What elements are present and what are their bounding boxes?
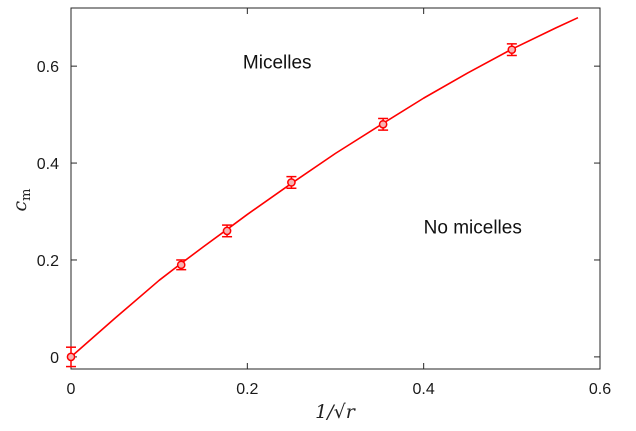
y-axis-label-main: c bbox=[9, 200, 31, 211]
y-tick-label: 0 bbox=[50, 350, 59, 367]
data-point-marker bbox=[178, 261, 185, 268]
x-tick-label: 0.2 bbox=[236, 381, 258, 398]
y-tick-label: 0.6 bbox=[37, 59, 59, 76]
y-axis-label: cm bbox=[9, 189, 34, 212]
data-point-marker bbox=[288, 179, 295, 186]
plot-area bbox=[71, 8, 600, 369]
x-tick-label: 0 bbox=[67, 381, 76, 398]
x-tick-label: 0.6 bbox=[589, 381, 611, 398]
y-tick-label: 0.4 bbox=[37, 156, 59, 173]
data-point-marker bbox=[67, 353, 74, 360]
y-axis-label-subscript: m bbox=[19, 189, 34, 201]
y-tick-label: 0.2 bbox=[37, 253, 59, 270]
x-tick-label: 0.4 bbox=[413, 381, 435, 398]
data-point-marker bbox=[223, 227, 230, 234]
data-point-marker bbox=[508, 46, 515, 53]
region-label: Micelles bbox=[243, 53, 312, 74]
data-point-marker bbox=[380, 121, 387, 128]
region-label: No micelles bbox=[424, 217, 522, 238]
x-axis-label: 1/√r bbox=[315, 401, 357, 423]
